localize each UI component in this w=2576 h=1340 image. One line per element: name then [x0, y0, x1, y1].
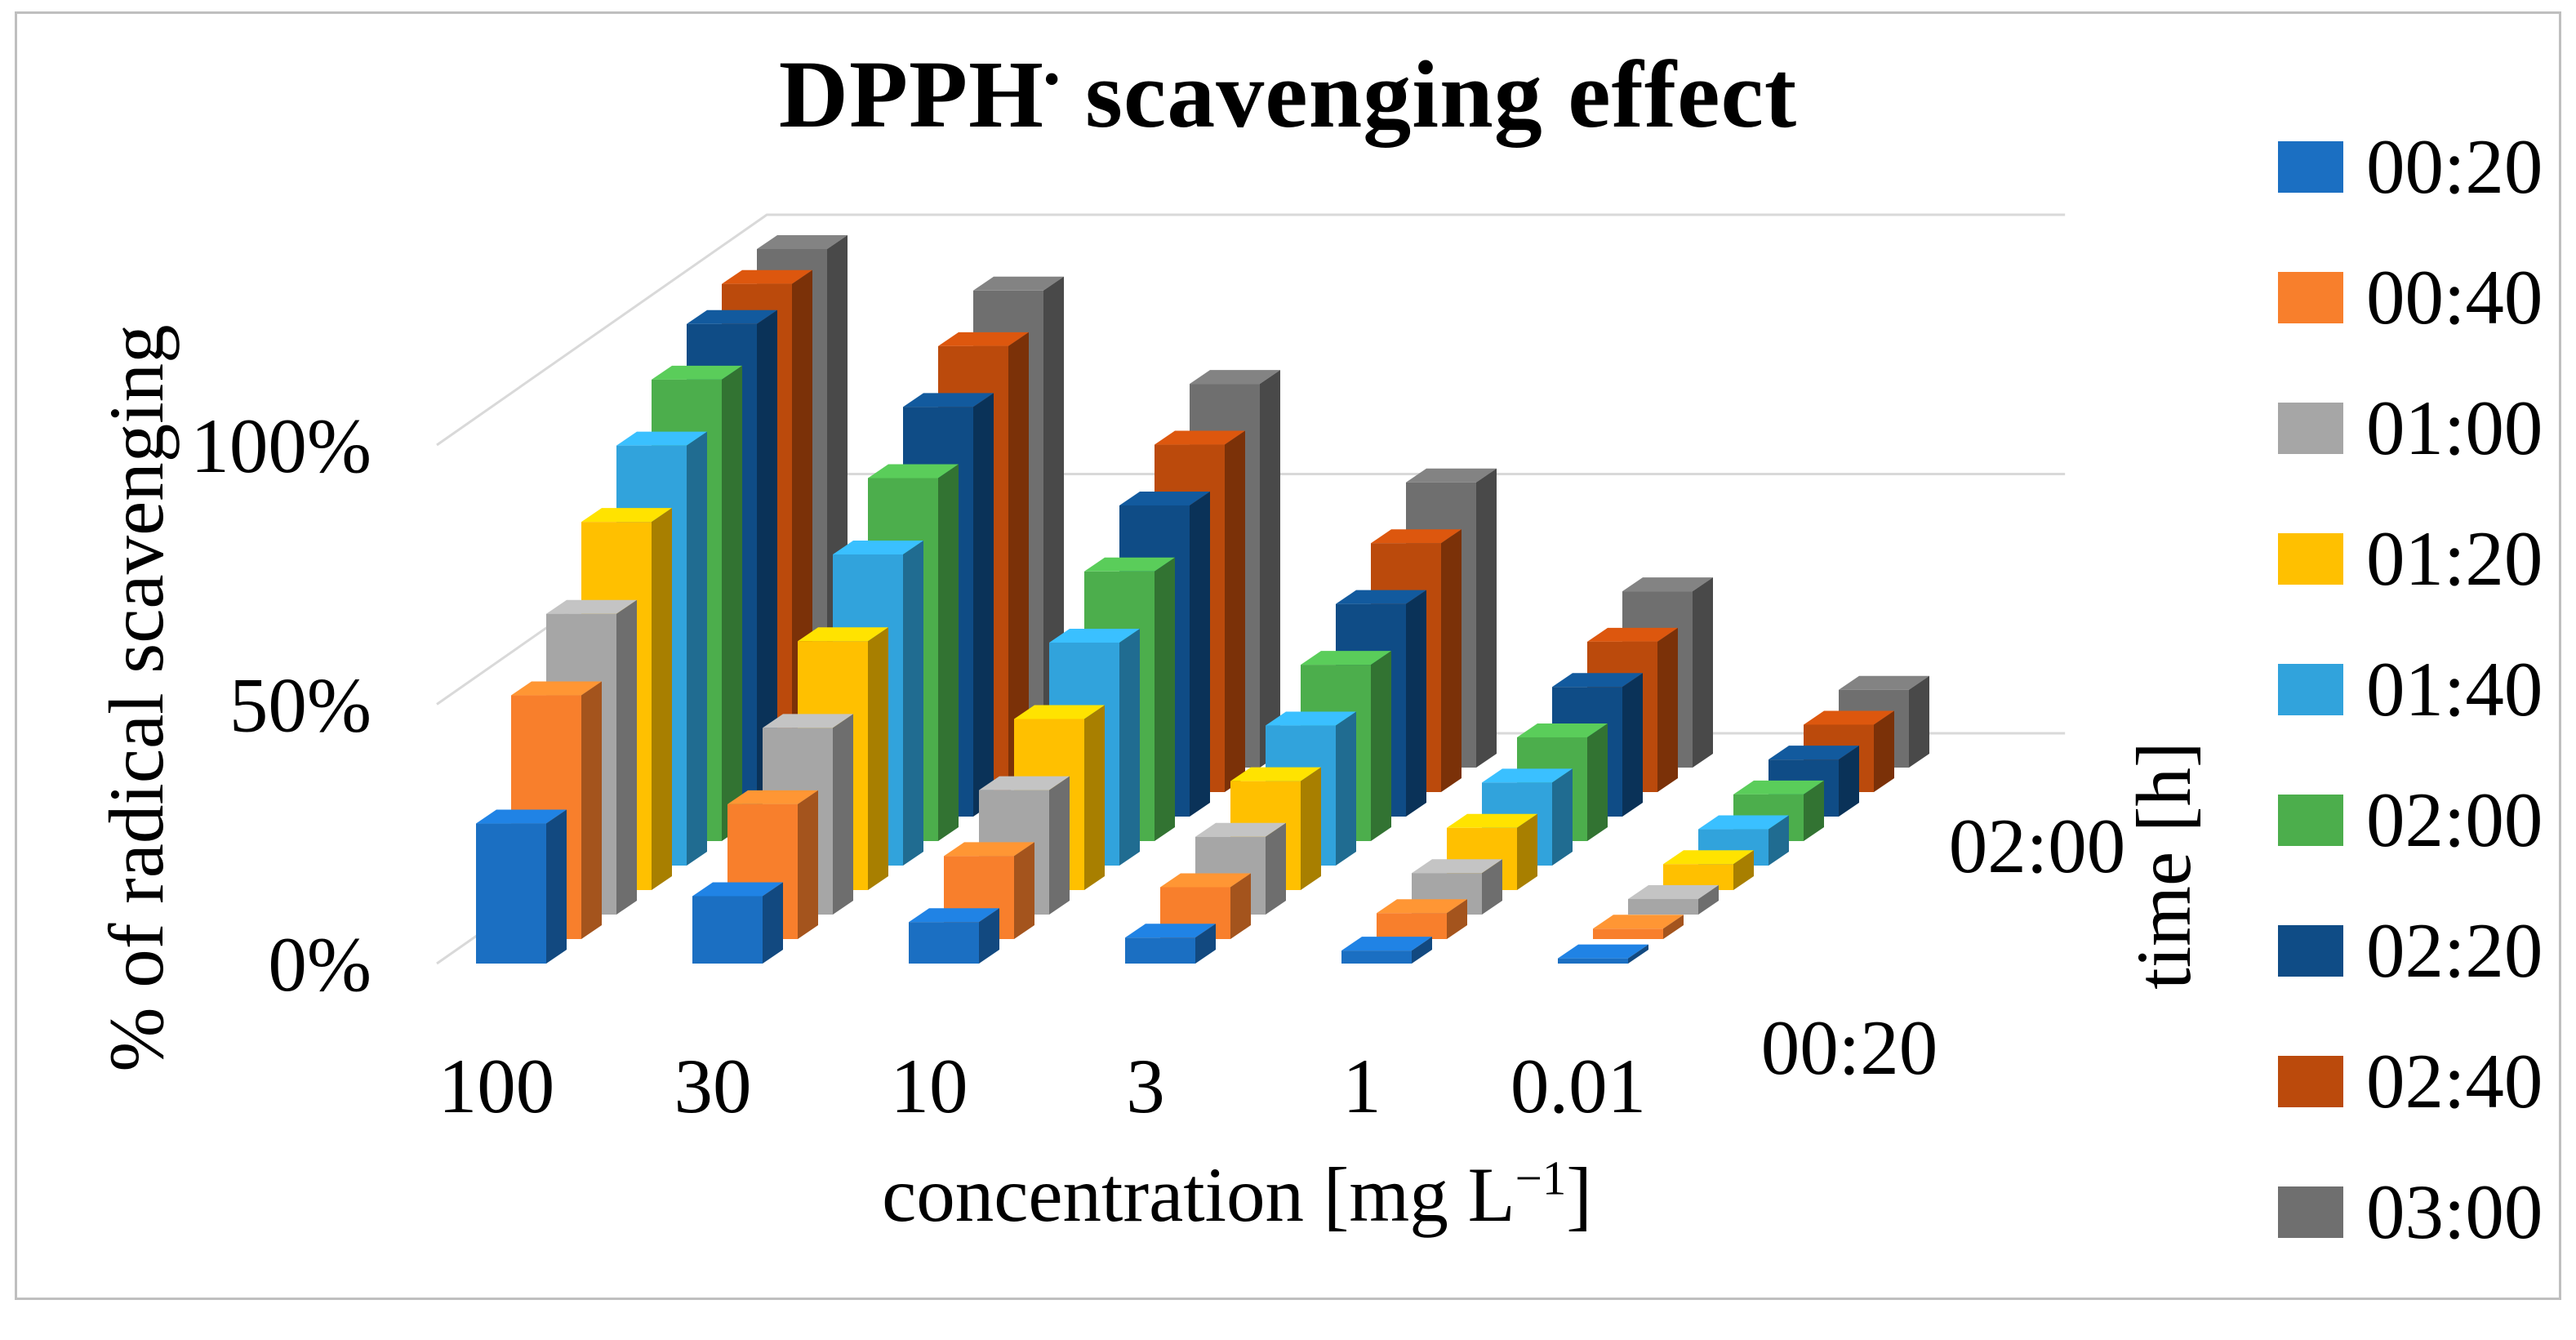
- legend-item-01:00: 01:00: [2278, 383, 2543, 473]
- z-axis-title: time [h]: [2120, 741, 2207, 990]
- chart-border: [15, 11, 2561, 1300]
- x-axis-title-exponent: −1: [1515, 1151, 1567, 1205]
- y-tick-label-50%: 50%: [229, 662, 371, 749]
- x-tick-label-100: 100: [438, 1043, 555, 1129]
- radical-dot: •: [1043, 56, 1061, 104]
- x-tick-label-0.01: 0.01: [1510, 1043, 1646, 1129]
- chart-title-suffix: scavenging effect: [1060, 41, 1798, 148]
- bar-00:20-0.01: [1558, 944, 1648, 964]
- legend-label: 02:40: [2366, 1037, 2543, 1124]
- x-tick-label-30: 30: [674, 1043, 752, 1129]
- y-axis-title: % of radical scavenging: [93, 324, 180, 1072]
- gridline-100%: [436, 213, 2066, 447]
- legend-item-02:40: 02:40: [2278, 1036, 2543, 1126]
- bar-00:20-1: [1341, 937, 1432, 964]
- legend-label: 02:20: [2366, 906, 2543, 994]
- legend-swatch: [2278, 1055, 2343, 1107]
- legend-label: 01:00: [2366, 384, 2543, 471]
- legend-item-00:20: 00:20: [2278, 122, 2543, 211]
- legend-swatch: [2278, 663, 2343, 715]
- legend-label: 02:00: [2366, 776, 2543, 863]
- legend-item-00:40: 00:40: [2278, 252, 2543, 342]
- x-axis-title-text: concentration [mg L: [882, 1151, 1515, 1238]
- legend: 00:20 00:40 01:00 01:20 01:40 02:00 02:20 02:40…: [2278, 0, 2572, 1340]
- bar-00:20-100: [476, 809, 567, 964]
- legend-swatch: [2278, 532, 2343, 585]
- bar-01:20-0.01: [1663, 850, 1754, 890]
- legend-label: 01:20: [2366, 514, 2543, 602]
- y-tick-label-100%: 100%: [190, 403, 371, 489]
- x-tick-label-3: 3: [1126, 1043, 1165, 1129]
- chart-title-prefix: DPPH: [778, 41, 1044, 148]
- bar-00:20-10: [909, 908, 999, 964]
- legend-swatch: [2278, 140, 2343, 193]
- z-tick-label-02:00: 02:00: [1949, 803, 2125, 889]
- legend-swatch: [2278, 1186, 2343, 1238]
- bar-00:20-30: [692, 882, 783, 964]
- bar-00:20-3: [1125, 924, 1216, 964]
- legend-label: 03:00: [2366, 1168, 2543, 1255]
- legend-swatch: [2278, 794, 2343, 846]
- legend-item-01:20: 01:20: [2278, 514, 2543, 603]
- bar-00:40-1: [1377, 899, 1467, 939]
- legend-label: 00:40: [2366, 253, 2543, 341]
- bar-01:00-0.01: [1628, 884, 1719, 915]
- legend-item-01:40: 01:40: [2278, 644, 2543, 734]
- z-tick-label-00:20: 00:20: [1761, 1004, 1938, 1091]
- x-axis-title: concentration [mg L−1]: [665, 1150, 1809, 1248]
- legend-swatch: [2278, 271, 2343, 323]
- x-tick-label-10: 10: [891, 1043, 968, 1129]
- x-axis-title-bracket: ]: [1566, 1151, 1592, 1238]
- legend-swatch: [2278, 402, 2343, 454]
- legend-label: 01:40: [2366, 645, 2543, 732]
- legend-label: 00:20: [2366, 122, 2543, 210]
- legend-item-02:00: 02:00: [2278, 775, 2543, 865]
- bar-01:20-1: [1447, 813, 1537, 890]
- x-tick-label-1: 1: [1342, 1043, 1381, 1129]
- bar-00:40-0.01: [1593, 915, 1684, 939]
- chart-title: DPPH• scavenging effect: [0, 39, 2576, 150]
- legend-item-02:20: 02:20: [2278, 906, 2543, 995]
- legend-item-03:00: 03:00: [2278, 1167, 2543, 1257]
- legend-swatch: [2278, 924, 2343, 977]
- y-tick-label-0%: 0%: [268, 921, 371, 1008]
